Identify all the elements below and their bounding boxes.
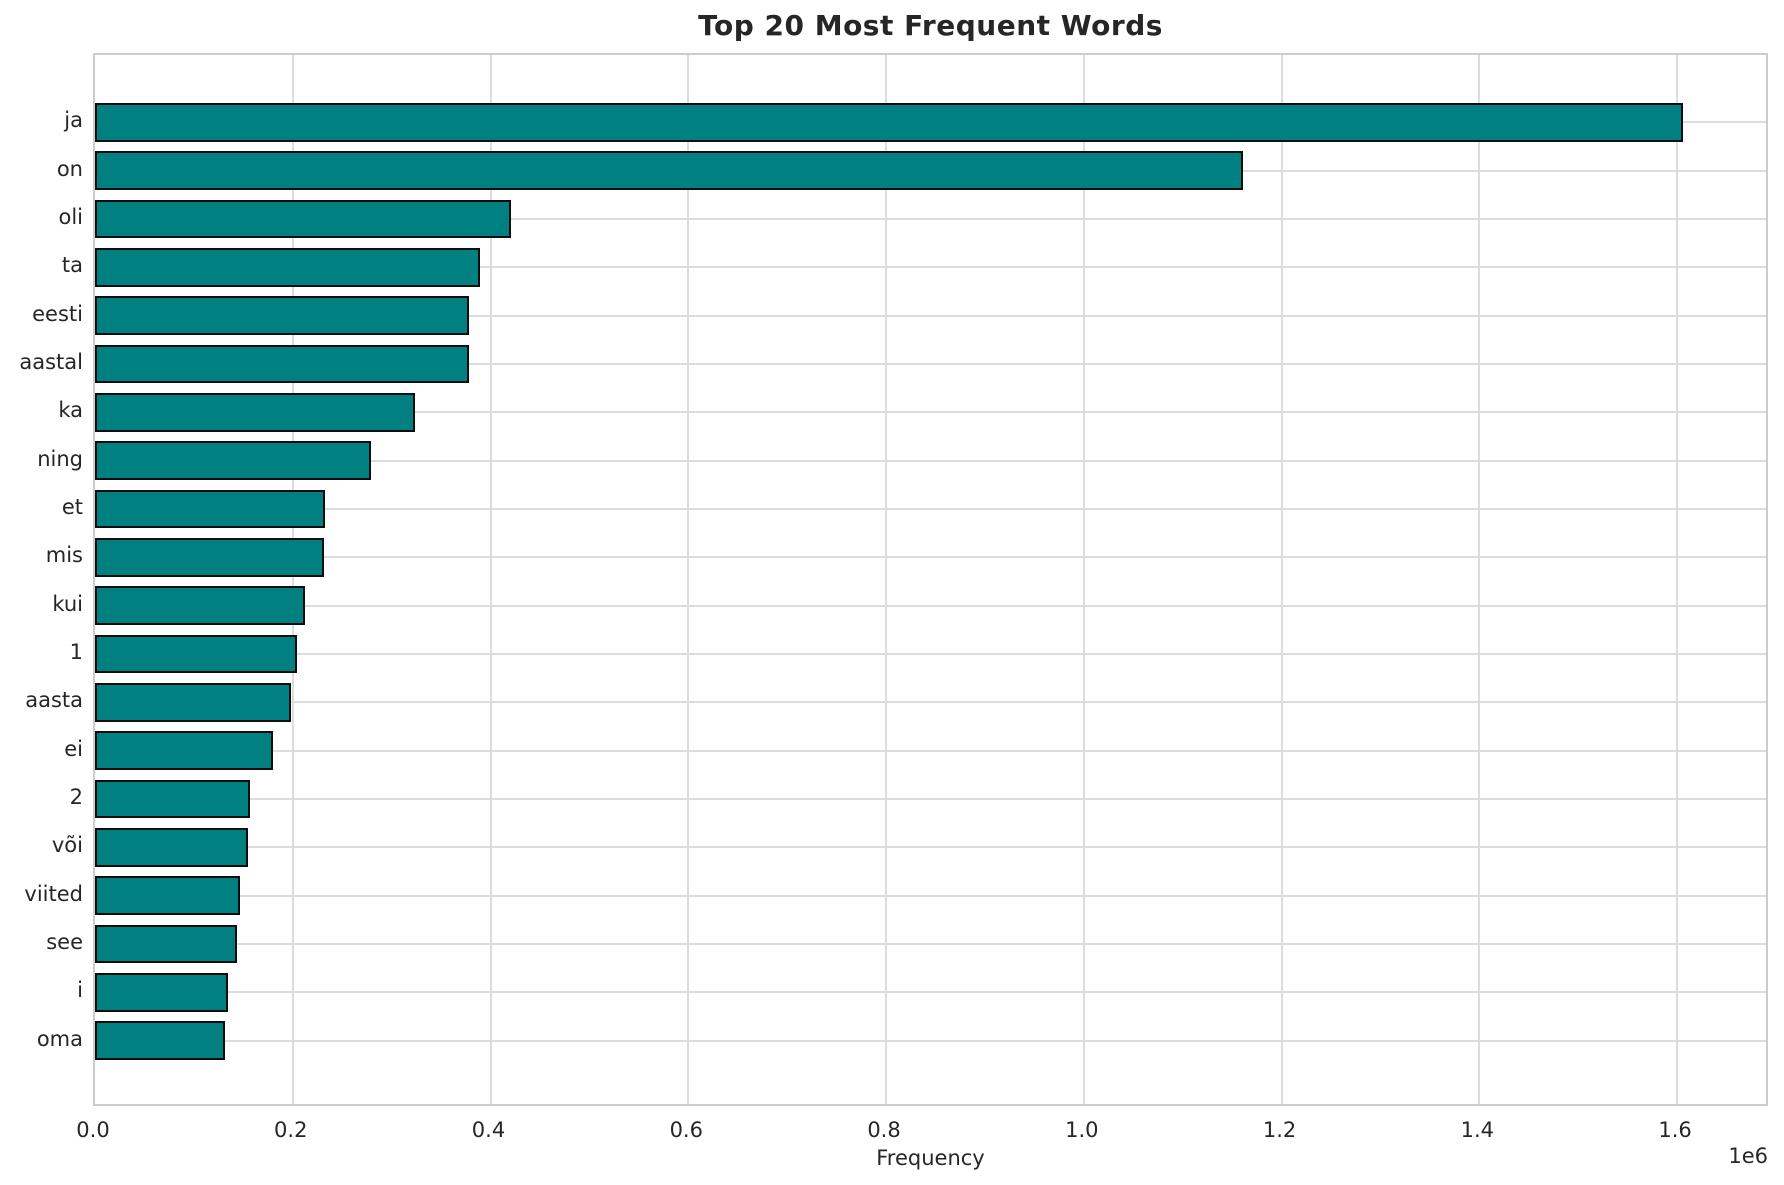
y-gridline bbox=[95, 1039, 1766, 1042]
x-gridline bbox=[291, 55, 294, 1104]
y-gridline bbox=[95, 701, 1766, 704]
bar-oli bbox=[95, 199, 512, 239]
x-tick-label-0.8: 0.8 bbox=[867, 1118, 901, 1142]
y-axis-label-2: 2 bbox=[69, 785, 83, 810]
x-tick-label-0.4: 0.4 bbox=[471, 1118, 506, 1142]
y-gridline bbox=[95, 411, 1766, 414]
y-axis-label-ja: ja bbox=[64, 108, 83, 133]
plot-area bbox=[93, 53, 1768, 1106]
x-gridline bbox=[489, 55, 492, 1104]
bar-eesti bbox=[95, 296, 469, 335]
x-gridline bbox=[687, 55, 690, 1104]
bar-ning bbox=[95, 441, 371, 480]
x-tick-label-1.2: 1.2 bbox=[1262, 1118, 1297, 1142]
y-axis-label-viited: viited bbox=[24, 881, 83, 906]
x-tick-label-1.0: 1.0 bbox=[1065, 1118, 1099, 1142]
x-gridline bbox=[1280, 55, 1283, 1104]
x-tick-label-1.6: 1.6 bbox=[1658, 1118, 1692, 1142]
y-axis-label-oma: oma bbox=[36, 1026, 83, 1051]
y-axis-label-i: i bbox=[77, 978, 83, 1003]
y-gridline bbox=[95, 653, 1766, 656]
bar-ei bbox=[95, 731, 273, 771]
y-gridline bbox=[95, 749, 1766, 752]
y-axis-label-eesti: eesti bbox=[32, 301, 83, 326]
bar-ta bbox=[95, 247, 480, 287]
bar-ka bbox=[95, 392, 416, 432]
plot-inner bbox=[95, 55, 1766, 1104]
y-gridline bbox=[95, 314, 1766, 317]
x-gridline bbox=[1478, 55, 1481, 1104]
y-axis-label-mis: mis bbox=[45, 543, 83, 568]
y-axis-label-ta: ta bbox=[61, 253, 83, 278]
bar-ja bbox=[95, 102, 1683, 142]
bar-on bbox=[95, 151, 1243, 190]
y-gridline bbox=[95, 991, 1766, 994]
y-gridline bbox=[95, 362, 1766, 365]
x-tick-label-0.2: 0.2 bbox=[274, 1118, 308, 1142]
bar-oma bbox=[95, 1021, 225, 1061]
y-axis-label-1: 1 bbox=[69, 640, 83, 665]
x-gridline bbox=[1082, 55, 1085, 1104]
y-axis-label-see: see bbox=[46, 930, 83, 955]
bar-1 bbox=[95, 634, 297, 674]
x-gridline bbox=[1676, 55, 1679, 1104]
y-gridline bbox=[95, 217, 1766, 220]
x-axis-title: Frequency bbox=[876, 1146, 985, 1170]
bar-2 bbox=[95, 779, 251, 819]
bar-et bbox=[95, 489, 326, 529]
bar-või bbox=[95, 828, 249, 867]
axis-scale-offset-label: 1e6 bbox=[1728, 1144, 1768, 1168]
y-axis-label-aasta: aasta bbox=[25, 688, 83, 713]
bar-i bbox=[95, 973, 229, 1012]
bar-mis bbox=[95, 537, 325, 577]
y-axis-label-kui: kui bbox=[52, 591, 83, 616]
x-tick-label-0.6: 0.6 bbox=[669, 1118, 703, 1142]
bar-aasta bbox=[95, 683, 291, 722]
x-tick-label-0.0: 0.0 bbox=[76, 1118, 110, 1142]
bar-kui bbox=[95, 586, 305, 625]
y-axis-label-ka: ka bbox=[58, 398, 83, 423]
y-gridline bbox=[95, 507, 1766, 510]
y-gridline bbox=[95, 798, 1766, 801]
y-axis-label-aastal: aastal bbox=[19, 349, 83, 374]
bar-aastal bbox=[95, 344, 469, 384]
y-axis-label-või: või bbox=[51, 833, 83, 858]
y-gridline bbox=[95, 943, 1766, 946]
y-gridline bbox=[95, 266, 1766, 269]
bar-see bbox=[95, 924, 238, 964]
bar-viited bbox=[95, 876, 241, 916]
y-axis-label-ning: ning bbox=[37, 446, 83, 471]
y-axis-label-et: et bbox=[61, 494, 83, 519]
y-axis-label-on: on bbox=[56, 156, 83, 181]
y-axis-label-ei: ei bbox=[64, 736, 83, 761]
y-gridline bbox=[95, 604, 1766, 607]
y-gridline bbox=[95, 894, 1766, 897]
y-gridline bbox=[95, 459, 1766, 462]
x-tick-label-1.4: 1.4 bbox=[1460, 1118, 1494, 1142]
y-gridline bbox=[95, 846, 1766, 849]
x-gridline bbox=[885, 55, 888, 1104]
chart-title: Top 20 Most Frequent Words bbox=[698, 9, 1163, 42]
y-gridline bbox=[95, 556, 1766, 559]
y-axis-label-oli: oli bbox=[58, 204, 83, 229]
